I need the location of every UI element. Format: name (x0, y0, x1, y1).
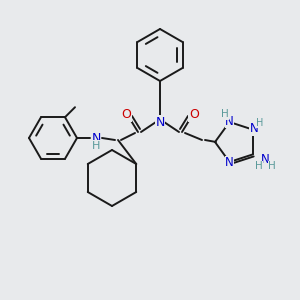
Text: H: H (268, 161, 276, 171)
Text: H: H (92, 141, 100, 151)
Text: N: N (261, 153, 269, 166)
Text: H: H (255, 161, 263, 171)
Text: O: O (189, 109, 199, 122)
Text: H: H (220, 109, 228, 119)
Text: N: N (155, 116, 165, 128)
Text: H: H (256, 118, 264, 128)
Text: O: O (121, 109, 131, 122)
Text: N: N (225, 157, 234, 169)
Text: N: N (250, 122, 258, 135)
Text: N: N (225, 115, 234, 128)
Text: N: N (91, 131, 101, 145)
